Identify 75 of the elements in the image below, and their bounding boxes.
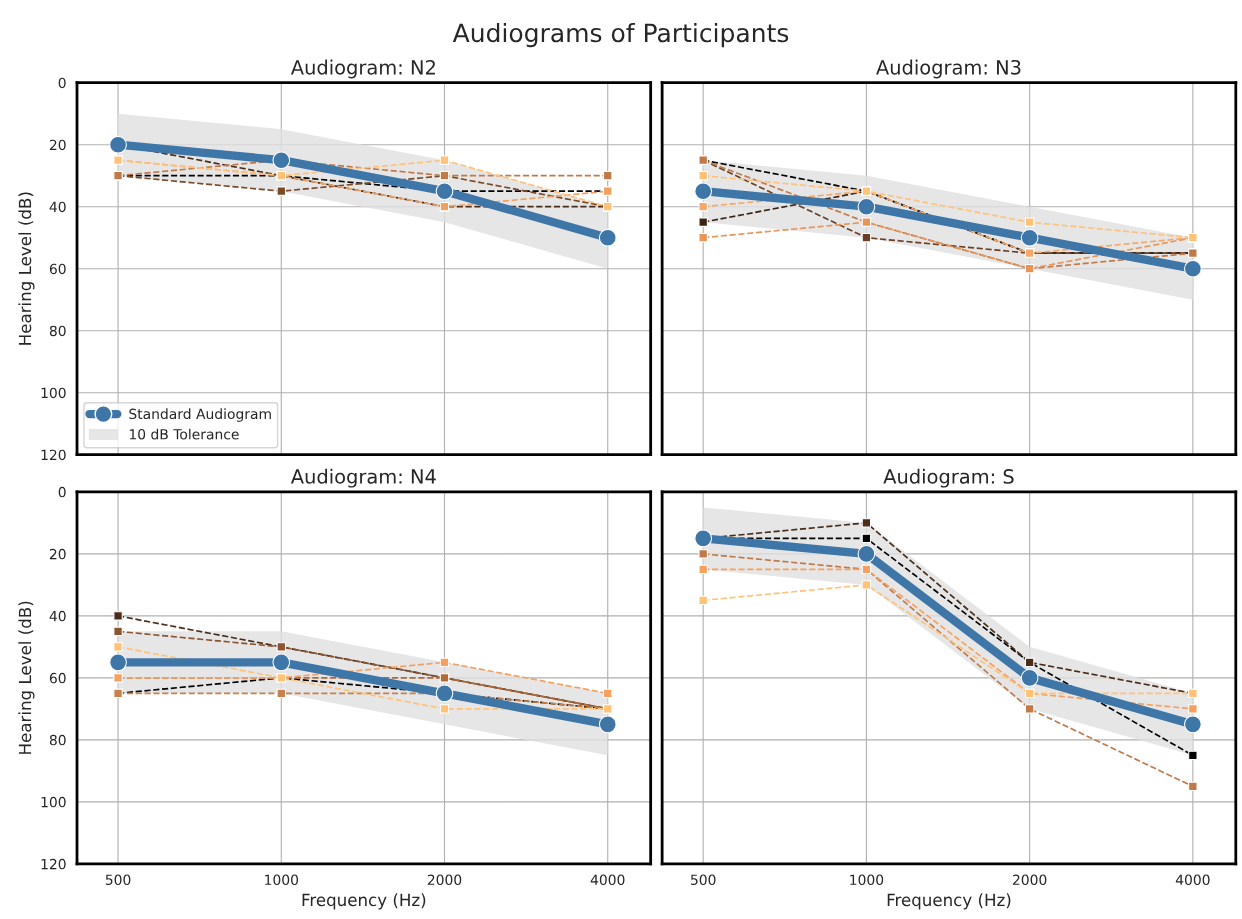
point [1020, 669, 1039, 687]
point [598, 715, 617, 734]
point [857, 545, 876, 563]
y-tick-label: 40 [49, 201, 66, 213]
point [1188, 750, 1198, 761]
point [276, 186, 286, 196]
point [276, 688, 286, 699]
y-tick-label: 60 [49, 263, 66, 275]
y-tick-label: 0 [58, 77, 66, 89]
y-tick-label: 20 [49, 548, 66, 560]
point [439, 155, 450, 165]
point [435, 684, 454, 703]
point [113, 611, 123, 621]
chart-title: Audiogram: N4 [290, 468, 436, 488]
y-tick-label: 0 [58, 486, 66, 498]
x-tick-label: 2000 [427, 874, 462, 886]
point [1188, 704, 1198, 714]
point [698, 595, 708, 606]
y-tick-label: 80 [49, 325, 66, 337]
point [439, 657, 450, 668]
point [603, 688, 613, 699]
point [698, 233, 708, 243]
y-tick-label: 20 [49, 139, 66, 151]
x-tick-label: 1000 [850, 874, 884, 886]
x-axis-title: Frequency (Hz) [887, 893, 1011, 910]
point [698, 549, 708, 559]
y-axis-title: Hearing Level (dB) [18, 192, 35, 345]
point [435, 182, 454, 201]
point [861, 533, 872, 544]
point [694, 182, 713, 201]
point [113, 642, 123, 652]
point [272, 653, 291, 672]
y-tick-label: 100 [41, 387, 66, 399]
point [1184, 259, 1202, 278]
point [857, 197, 876, 216]
x-axis-title: Frequency (Hz) [302, 893, 426, 910]
x-tick-label: 1000 [265, 874, 299, 886]
point [861, 518, 872, 528]
point [861, 580, 872, 590]
y-tick-label: 120 [41, 449, 66, 461]
point [109, 135, 127, 154]
y-axis-title: Hearing Level (dB) [18, 601, 35, 754]
point [1188, 781, 1198, 792]
point [439, 704, 450, 714]
x-tick-label: 2000 [1012, 874, 1047, 886]
point [1020, 228, 1039, 247]
point [698, 202, 708, 212]
x-tick-label: 4000 [590, 874, 625, 886]
y-tick-label: 60 [49, 672, 66, 684]
point [698, 564, 708, 575]
text: Audiograms of Participants [452, 22, 789, 48]
chart-title: Audiogram: N2 [290, 59, 435, 79]
point [698, 171, 708, 181]
legend-label: 10 dB Tolerance [129, 428, 239, 440]
y-tick-label: 80 [49, 734, 66, 746]
x-tick-label: 500 [691, 874, 716, 886]
point [1184, 715, 1202, 734]
point [109, 653, 127, 672]
y-tick-label: 100 [41, 796, 66, 808]
point [1024, 217, 1035, 227]
y-tick-label: 120 [41, 858, 66, 870]
y-tick-label: 40 [49, 610, 66, 622]
x-tick-label: 500 [105, 874, 131, 886]
x-tick-label: 4000 [1175, 874, 1210, 886]
point [861, 233, 872, 243]
legend-label: Standard Audiogram [129, 408, 271, 422]
chart-title: Audiogram: S [883, 468, 1014, 488]
point [113, 626, 123, 637]
chart-title: Audiogram: N3 [876, 59, 1021, 79]
point [603, 171, 613, 181]
point [694, 529, 713, 548]
point [272, 151, 291, 170]
point [1024, 704, 1035, 714]
point [598, 228, 617, 247]
point [698, 217, 708, 227]
